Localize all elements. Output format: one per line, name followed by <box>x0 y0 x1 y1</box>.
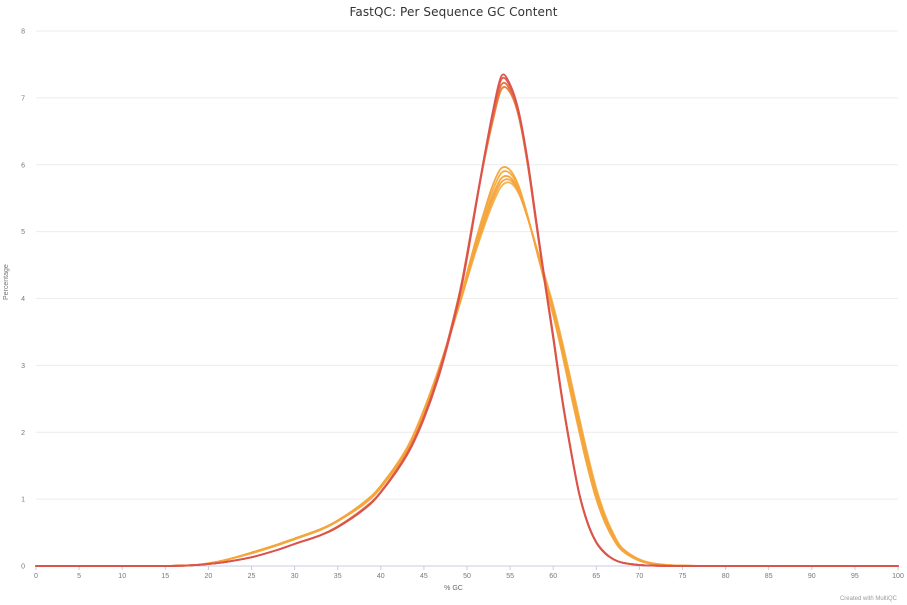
x-tick-label: 10 <box>118 573 126 580</box>
x-tick-label: 20 <box>205 573 213 580</box>
series-line <box>35 165 899 567</box>
grid-layer <box>36 30 898 567</box>
x-tick-label: 30 <box>291 573 299 580</box>
chart-title: FastQC: Per Sequence GC Content <box>349 5 558 19</box>
series-line <box>35 73 899 567</box>
x-tick-label: 85 <box>765 573 773 580</box>
x-tick-label: 45 <box>420 573 428 580</box>
credit-text: Created with MultiQC <box>839 596 897 602</box>
x-tick-label: 65 <box>592 573 600 580</box>
y-tick-label: 1 <box>21 497 25 504</box>
y-tick-label: 3 <box>21 363 25 370</box>
x-tick-label: 75 <box>679 573 687 580</box>
y-tick-label: 5 <box>21 229 25 236</box>
y-tick-label: 7 <box>21 95 25 102</box>
series-line <box>35 81 899 567</box>
x-axis-label: % GC <box>444 585 463 592</box>
y-tick-label: 8 <box>21 29 25 36</box>
x-tick-label: 95 <box>851 573 859 580</box>
y-tick-label: 4 <box>21 296 25 303</box>
series-layer <box>35 73 899 567</box>
y-tick-label: 0 <box>21 564 25 571</box>
x-tick-label: 90 <box>808 573 816 580</box>
series-line <box>35 170 899 567</box>
x-tick-label: 25 <box>248 573 256 580</box>
x-tick-label: 40 <box>377 573 385 580</box>
y-tick-label: 6 <box>21 162 25 169</box>
x-tick-label: 70 <box>636 573 644 580</box>
x-tick-label: 5 <box>77 573 81 580</box>
series-line <box>35 76 899 567</box>
x-tick-label: 60 <box>549 573 557 580</box>
series-line <box>35 86 899 567</box>
series-line <box>35 178 899 567</box>
x-tick-label: 80 <box>722 573 730 580</box>
y-tick-label: 2 <box>21 430 25 437</box>
series-line <box>35 174 899 567</box>
x-tick-label: 50 <box>463 573 471 580</box>
x-tick-label: 15 <box>161 573 169 580</box>
series-line <box>35 181 899 567</box>
x-tick-label: 35 <box>334 573 342 580</box>
x-tick-label: 55 <box>506 573 514 580</box>
x-tick-label: 100 <box>892 573 904 580</box>
x-tick-label: 0 <box>34 573 38 580</box>
